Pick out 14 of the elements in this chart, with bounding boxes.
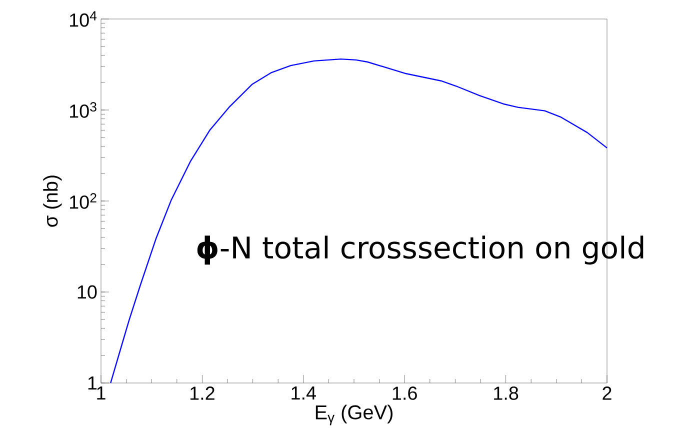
x-tick-label: 1.6	[392, 386, 417, 400]
x-tick-label: 2	[602, 386, 612, 400]
y-tick-label: 10$^{3}$	[70, 102, 96, 118]
annotation: ϕ-N total crosssection on gold	[197, 236, 644, 265]
x-tick-label: 1.8	[494, 386, 518, 400]
x-tick-label: 1	[97, 386, 106, 400]
y-tick-label: 10$^{2}$	[70, 193, 96, 209]
y-tick-label: 10$^{4}$	[70, 11, 97, 27]
y-axis-title: σ (nb)	[43, 176, 62, 227]
y-tick-label: 1	[88, 376, 97, 390]
x-tick-label: 1.2	[190, 386, 214, 400]
x-tick-label: 1.4	[292, 386, 316, 400]
y-tick-label: 10	[78, 285, 97, 299]
x-axis-title: E$_{γ}$ (GeV)	[316, 404, 392, 426]
